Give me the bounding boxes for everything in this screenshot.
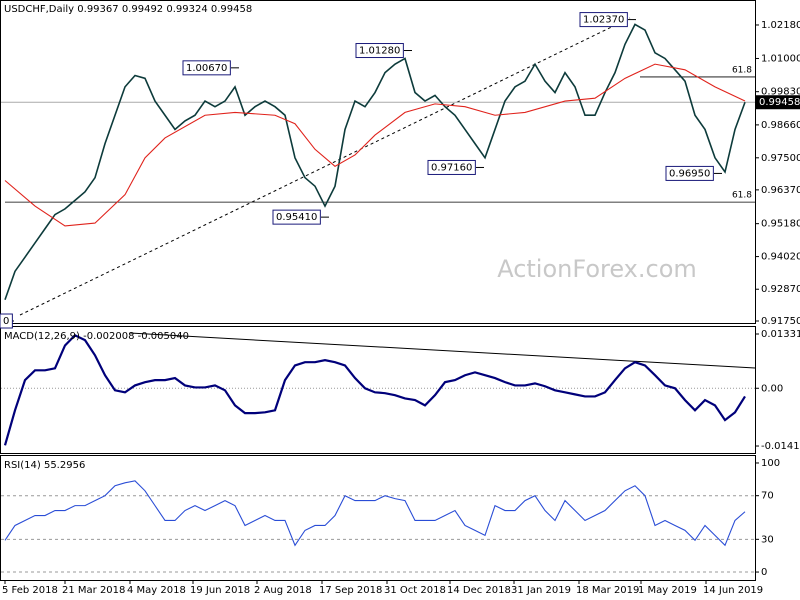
y-tick-label: 0.99830 [761,87,800,98]
y-tick-label: 0.97500 [761,153,800,164]
annotation-box [0,313,13,329]
annotation-box [579,12,628,28]
y-tick-label: -0.014167 [761,441,800,452]
fib-label: 61.8 [732,191,752,201]
x-tick-label: 1 May 2019 [638,585,697,596]
x-tick-label: 2 Aug 2018 [254,585,312,596]
x-tick-label: 4 May 2018 [127,585,186,596]
annotation-label: 1.01280 [359,46,400,57]
y-tick-label: 0.95180 [761,219,800,230]
y-tick-label: 0.013312 [761,329,800,340]
y-tick-label: 1.01000 [761,53,800,64]
annotation-box [427,159,476,175]
y-tick-label: 0.00 [761,383,783,394]
panel-title: MACD(12,26,9) -0.002008 -0.005040 [4,331,189,342]
series-line [3,333,746,446]
x-tick-label: 14 Jun 2019 [703,585,763,596]
annotation-box [182,60,231,76]
y-tick-label: 100 [761,458,780,469]
y-tick-label: 0.91750 [761,316,800,327]
annotation-label: 0.97160 [431,162,472,173]
macd-trend-line [129,332,756,369]
trend-line [19,17,631,316]
annotation-box [355,43,404,59]
annotation-label: 1.02370 [583,15,624,26]
y-tick-label: 0.96370 [761,185,800,196]
series-line [4,480,746,547]
x-tick-label: 14 Dec 2018 [447,585,511,596]
x-tick-label: 5 Feb 2018 [2,585,58,596]
x-tick-label: 18 Mar 2019 [576,585,639,596]
y-tick-label: 0.98660 [761,120,800,131]
x-tick-label: 31 Jan 2019 [511,585,571,596]
y-tick-label: 30 [761,534,774,545]
y-tick-label: 0.94020 [761,252,800,263]
watermark: ActionForex.com [497,255,697,283]
series-line [4,23,746,300]
annotation-label: 0.95410 [276,212,317,223]
x-tick-label: 19 Jun 2018 [190,585,250,596]
annotation-label: 1.00670 [186,63,227,74]
series-line [4,63,746,227]
fib-label: 61.8 [732,65,752,75]
y-tick-label: 0.92870 [761,284,800,295]
x-tick-label: 21 Mar 2018 [62,585,125,596]
y-tick-label: 70 [761,491,774,502]
panel-title: USDCHF,Daily 0.99367 0.99492 0.99324 0.9… [4,4,252,15]
panel-title: RSI(14) 55.2956 [4,460,85,471]
x-tick-label: 17 Sep 2018 [319,585,382,596]
macd-panel [0,326,756,454]
annotation-box [665,165,714,181]
last-price-box [756,95,800,110]
y-tick-label: 1.02180 [761,20,800,31]
y-tick-label: 0 [761,567,767,578]
annotation-box [272,209,321,225]
annotation-label: 0.96950 [669,168,710,179]
rsi-panel [0,455,756,581]
main-panel [0,0,756,324]
last-price-label: 0.99458 [759,97,800,108]
x-tick-label: 31 Oct 2018 [384,585,446,596]
annotation-label: 0 [3,316,9,327]
